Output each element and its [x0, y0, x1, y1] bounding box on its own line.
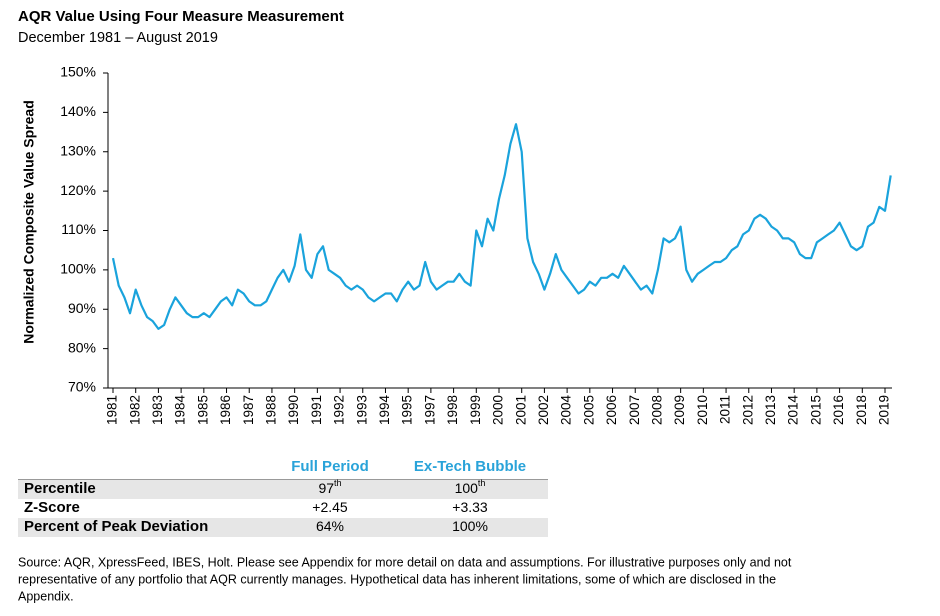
x-tick-label: 2007	[627, 395, 642, 425]
row-label: Z-Score	[24, 499, 80, 516]
x-tick-label: 2000	[491, 395, 506, 425]
x-tick-label: 2005	[581, 395, 596, 425]
x-tick-label: 2001	[513, 395, 528, 425]
row-band	[18, 518, 548, 537]
table-cell: 97th	[318, 478, 341, 495]
y-tick-label: 100%	[60, 261, 96, 277]
table-cell: 64%	[316, 518, 344, 534]
y-tick-label: 120%	[60, 182, 96, 198]
x-tick-label: 1993	[354, 395, 369, 425]
row-label: Percent of Peak Deviation	[24, 518, 208, 535]
x-tick-label: 1987	[241, 395, 256, 425]
x-tick-label: 1994	[377, 395, 392, 426]
cell-value: 97	[318, 480, 334, 496]
x-tick-label: 1999	[468, 395, 483, 425]
x-tick-label: 2006	[604, 395, 619, 425]
x-tick-label: 1986	[218, 395, 233, 425]
x-tick-label: 1988	[264, 395, 279, 425]
table-header: Ex-Tech Bubble	[414, 458, 526, 475]
x-tick-label: 2016	[831, 395, 846, 425]
table-cell: +2.45	[312, 499, 348, 515]
x-tick-label: 1983	[150, 395, 165, 425]
footnote: Appendix.	[18, 589, 74, 603]
x-tick-label: 1982	[127, 395, 142, 425]
x-tick-label: 1984	[173, 395, 188, 426]
cell-sup: th	[334, 478, 342, 488]
x-tick-label: 1981	[105, 395, 120, 425]
x-tick-label: 2018	[854, 395, 869, 425]
x-tick-label: 2019	[877, 395, 892, 425]
x-tick-label: 1992	[332, 395, 347, 425]
cell-value: 100	[455, 480, 479, 496]
x-tick-label: 2015	[808, 395, 823, 425]
y-tick-label: 70%	[68, 379, 96, 395]
table-cell: 100th	[455, 478, 486, 495]
x-tick-label: 2013	[763, 395, 778, 425]
x-tick-label: 1985	[195, 395, 210, 425]
table-cell: +3.33	[452, 499, 488, 515]
table-header: Full Period	[291, 458, 369, 475]
y-tick-label: 130%	[60, 142, 96, 158]
x-tick-label: 1990	[286, 395, 301, 425]
cell-value: +3.33	[452, 499, 488, 515]
x-tick-label: 2004	[559, 395, 574, 426]
x-tick-label: 1997	[422, 395, 437, 425]
y-tick-label: 80%	[68, 339, 96, 355]
x-tick-label: 1995	[400, 395, 415, 425]
chart-title: AQR Value Using Four Measure Measurement	[18, 8, 344, 25]
table-cell: 100%	[452, 518, 488, 534]
y-axis-label: Normalized Composite Value Spread	[21, 100, 37, 344]
y-tick-label: 90%	[68, 300, 96, 316]
x-tick-label: 2014	[786, 395, 801, 426]
x-tick-label: 2012	[740, 395, 755, 425]
x-tick-label: 2009	[672, 395, 687, 425]
cell-sup: th	[478, 478, 486, 488]
row-label: Percentile	[24, 480, 96, 497]
x-tick-label: 1998	[445, 395, 460, 425]
footnote: representative of any portfolio that AQR…	[18, 572, 776, 586]
line-series	[111, 123, 892, 330]
x-tick-label: 2008	[650, 395, 665, 425]
x-tick-label: 2010	[695, 395, 710, 425]
cell-value: +2.45	[312, 499, 348, 515]
footnote: Source: AQR, XpressFeed, IBES, Holt. Ple…	[18, 555, 792, 569]
y-tick-label: 150%	[60, 64, 96, 80]
x-tick-label: 2002	[536, 395, 551, 425]
chart-subtitle: December 1981 – August 2019	[18, 30, 218, 46]
x-tick-label: 2011	[718, 395, 733, 424]
cell-value: 64%	[316, 518, 344, 534]
y-tick-label: 110%	[61, 221, 96, 237]
x-tick-label: 1991	[309, 395, 324, 425]
y-tick-label: 140%	[60, 103, 96, 119]
row-band	[18, 480, 548, 499]
cell-value: 100%	[452, 518, 488, 534]
